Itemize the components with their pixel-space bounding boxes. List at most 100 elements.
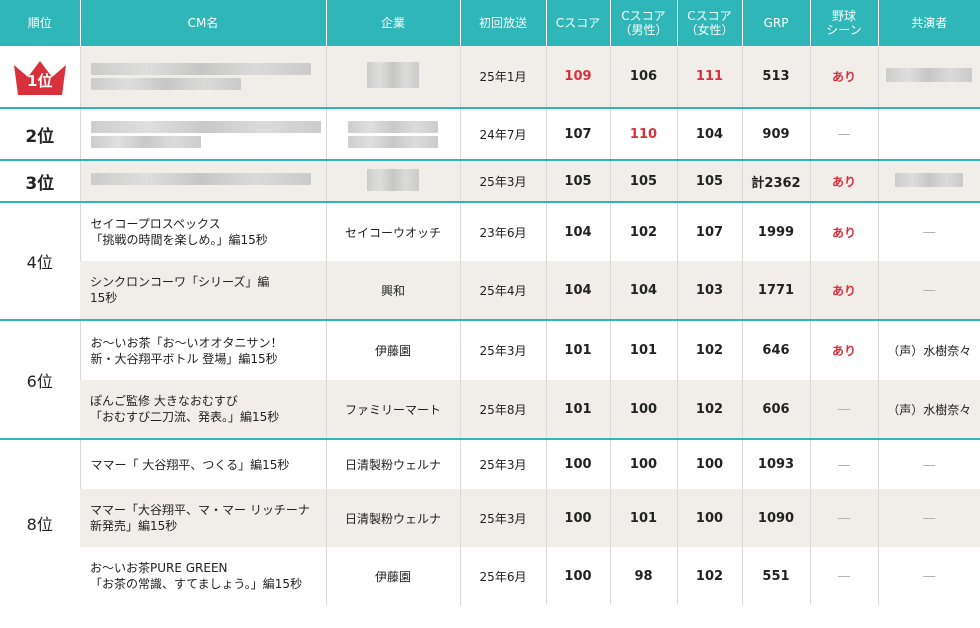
rank-cell: 8位 [0, 438, 80, 605]
baseball-scene-cell: あり [809, 159, 878, 202]
header-company: 企業 [325, 0, 460, 46]
table-row: ママー「大谷翔平、マ・マー リッチーナ 新発売」編15秒 日清製粉ウェルナ 25年… [0, 489, 980, 547]
company-cell: 興和 [325, 261, 460, 320]
c-score-cell: 109 [545, 46, 610, 108]
table-row: 3位 25年3月 105 105 105 計2362 あり [0, 159, 980, 202]
rank-cell: 6位 [0, 319, 80, 439]
grp-cell: 606 [741, 380, 810, 439]
header-baseball-scene: 野球 シーン [809, 0, 878, 46]
cast-cell: ― [877, 201, 980, 261]
company-cell: ファミリーマート [325, 380, 460, 439]
grp-cell: 1093 [741, 438, 810, 489]
cast-cell: （声）水樹奈々 [877, 319, 980, 380]
table-row: ぽんご監修 大きなおむすび 「おむすび二刀流、発表。」編15秒 ファミリーマート … [0, 380, 980, 439]
baseball-scene-cell: ― [809, 380, 878, 439]
baseball-scene-cell: ― [809, 107, 878, 160]
blurred-cm-name [90, 63, 326, 90]
company-cell: 伊藤園 [325, 547, 460, 605]
cast-cell: ― [877, 438, 980, 489]
company-cell: 伊藤園 [325, 319, 460, 380]
grp-cell: 909 [741, 107, 810, 160]
cm-name-cell: シンクロンコーワ「シリーズ」編 15秒 [80, 261, 326, 320]
c-score-cell: 107 [545, 107, 610, 160]
blurred-cast [886, 68, 973, 82]
grp-cell: 1999 [741, 201, 810, 261]
c-score-female-cell: 100 [676, 489, 742, 547]
cast-cell [877, 159, 980, 202]
cm-name-cell: ママー「 大谷翔平、つくる」編15秒 [79, 438, 326, 489]
grp-cell: 計2362 [741, 159, 810, 202]
baseball-scene-cell: あり [809, 319, 878, 380]
c-score-female-cell: 111 [676, 46, 742, 108]
blurred-company [327, 120, 460, 148]
table-row: 6位 お～いお茶「お～いオオタニサン！ 新・大谷翔平ボトル 登場」編15秒 伊藤園… [0, 319, 980, 439]
c-score-cell: 105 [545, 159, 610, 202]
first-air-cell: 25年3月 [459, 159, 546, 202]
c-score-female-cell: 102 [676, 380, 742, 439]
c-score-cell: 104 [545, 261, 610, 320]
cm-name-cell: お～いお茶PURE GREEN 「お茶の常識、すてましょう。」編15秒 [80, 547, 326, 605]
c-score-male-cell: 104 [609, 261, 677, 320]
first-air-cell: 25年4月 [459, 261, 546, 320]
c-score-male-cell: 100 [609, 380, 677, 439]
baseball-scene-cell: ― [809, 489, 878, 547]
cast-cell: ― [877, 547, 980, 605]
c-score-female-cell: 104 [676, 107, 742, 160]
c-score-male-cell: 102 [609, 201, 677, 261]
c-score-cell: 100 [545, 438, 610, 489]
cast-cell [877, 107, 980, 160]
table-row: 1位 25年1月 109 106 111 513 あり [0, 46, 980, 108]
c-score-female-cell: 102 [676, 319, 742, 380]
company-cell: 日清製粉ウェルナ [325, 489, 460, 547]
c-score-cell: 104 [545, 201, 610, 261]
header-rank: 順位 [0, 0, 80, 46]
grp-cell: 551 [741, 547, 810, 605]
rank-cell: 3位 [0, 159, 80, 202]
first-air-cell: 23年6月 [459, 201, 546, 261]
first-air-cell: 25年3月 [459, 319, 546, 380]
header-c-score-male: Cスコア （男性） [609, 0, 677, 46]
cm-name-cell: ぽんご監修 大きなおむすび 「おむすび二刀流、発表。」編15秒 [80, 380, 326, 439]
grp-cell: 1771 [741, 261, 810, 320]
cast-cell: （声）水樹奈々 [877, 380, 980, 439]
blurred-company [367, 62, 419, 88]
baseball-scene-cell: あり [809, 201, 878, 261]
rank-cell: 4位 [0, 201, 80, 320]
c-score-cell: 100 [545, 547, 610, 605]
blurred-cm-name [90, 173, 311, 185]
c-score-male-cell: 105 [609, 159, 677, 202]
header-c-score: Cスコア [545, 0, 610, 46]
c-score-male-cell: 110 [609, 107, 677, 160]
c-score-male-cell: 101 [609, 319, 677, 380]
header-cast: 共演者 [877, 0, 980, 46]
cm-name-cell [79, 159, 326, 202]
company-cell [325, 46, 460, 108]
table-row: シンクロンコーワ「シリーズ」編 15秒 興和 25年4月 104 104 103 … [0, 261, 980, 320]
header-grp: GRP [741, 0, 810, 46]
crown-icon: 1位 [10, 57, 70, 97]
blurred-cast [895, 172, 964, 187]
c-score-female-cell: 100 [676, 438, 742, 489]
table-row: 4位 セイコープロスペックス 「挑戦の時間を楽しめ。」編15秒 セイコーウオッチ … [0, 201, 980, 320]
rank-cell: 1位 [0, 46, 80, 108]
company-cell: 日清製粉ウェルナ [325, 438, 460, 489]
first-air-cell: 25年3月 [459, 438, 546, 489]
c-score-female-cell: 105 [676, 159, 742, 202]
c-score-female-cell: 103 [676, 261, 742, 320]
first-air-cell: 25年3月 [459, 489, 546, 547]
blurred-company [367, 168, 419, 191]
c-score-male-cell: 106 [609, 46, 677, 108]
table-row: お～いお茶PURE GREEN 「お茶の常識、すてましょう。」編15秒 伊藤園 2… [0, 547, 980, 605]
first-air-cell: 24年7月 [459, 107, 546, 160]
header-cm-name: CM名 [79, 0, 326, 46]
cast-cell: ― [877, 261, 980, 320]
first-air-cell: 25年1月 [459, 46, 546, 108]
c-score-cell: 101 [545, 380, 610, 439]
cm-name-cell: ママー「大谷翔平、マ・マー リッチーナ 新発売」編15秒 [80, 489, 326, 547]
cast-cell: ― [877, 489, 980, 547]
cm-name-cell [79, 46, 326, 108]
header-c-score-female: Cスコア （女性） [676, 0, 742, 46]
baseball-scene-cell: ― [809, 438, 878, 489]
header-row: 順位 CM名 企業 初回放送 Cスコア Cスコア （男性） Cスコア （女性） GR… [0, 0, 980, 46]
c-score-male-cell: 100 [609, 438, 677, 489]
